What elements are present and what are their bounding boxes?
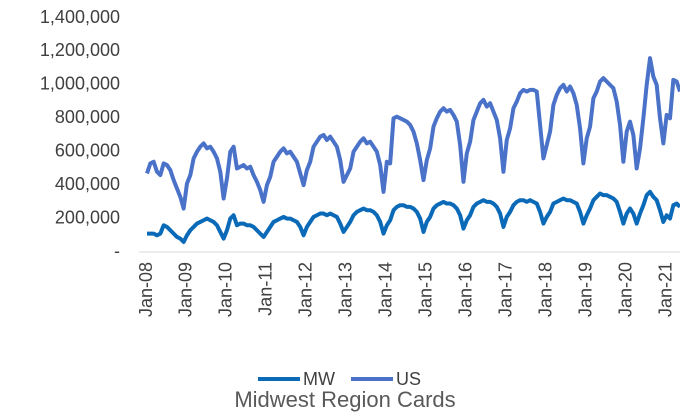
chart-title: Midwest Region Cards	[234, 387, 455, 412]
x-tick-label: Jan-14	[376, 262, 396, 317]
y-tick-label: 1,000,000	[40, 74, 120, 94]
x-tick-label: Jan-19	[575, 262, 595, 317]
legend-label: US	[396, 369, 421, 389]
x-tick-label: Jan-08	[136, 262, 156, 317]
x-tick-label: Jan-21	[655, 262, 675, 317]
y-tick-label: 200,000	[55, 207, 120, 227]
y-tick-label: -	[114, 241, 120, 261]
x-tick-label: Jan-13	[336, 262, 356, 317]
series-line	[145, 56, 680, 211]
y-tick-label: 600,000	[55, 140, 120, 160]
x-tick-label: Jan-17	[496, 262, 516, 317]
x-tick-label: Jan-18	[536, 262, 556, 317]
x-tick-label: Jan-09	[176, 262, 196, 317]
y-tick-label: 1,400,000	[40, 7, 120, 27]
x-tick-label: Jan-20	[615, 262, 635, 317]
x-tick-label: Jan-15	[416, 262, 436, 317]
y-tick-label: 1,200,000	[40, 40, 120, 60]
y-tick-label: 800,000	[55, 107, 120, 127]
x-tick-label: Jan-12	[296, 262, 316, 317]
x-tick-label: Jan-10	[216, 262, 236, 317]
y-tick-label: 400,000	[55, 174, 120, 194]
x-tick-label: Jan-11	[256, 262, 276, 316]
x-tick-label: Jan-16	[456, 262, 476, 317]
series-line	[147, 189, 680, 244]
legend-label: MW	[303, 369, 335, 389]
